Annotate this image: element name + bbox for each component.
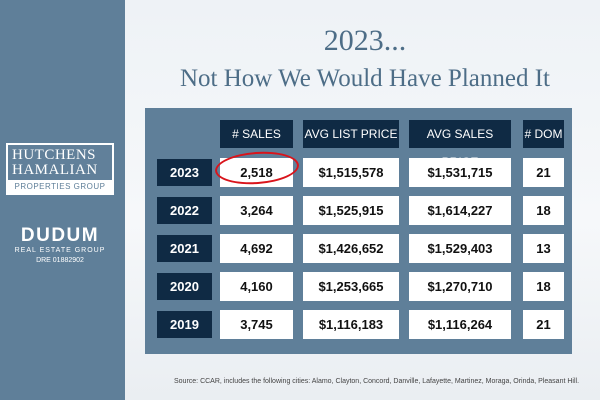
row-year: 2019 [157, 311, 212, 338]
row-avg-sales: $1,116,264 [409, 310, 511, 339]
row-sales: 4,692 [220, 234, 293, 263]
row-dom: 13 [523, 234, 564, 263]
row-year: 2021 [157, 235, 212, 262]
header-avg-list-price: AVG LIST PRICE [303, 120, 399, 148]
row-dom: 18 [523, 196, 564, 225]
row-avg-sales: $1,614,227 [409, 196, 511, 225]
dudum-subtitle: REAL ESTATE GROUP [14, 247, 106, 254]
row-avg-list: $1,116,183 [303, 310, 399, 339]
row-sales: 2,518 [220, 158, 293, 187]
row-year: 2022 [157, 197, 212, 224]
stats-table: # SALES AVG LIST PRICE AVG SALES PRICE #… [145, 108, 572, 354]
row-avg-sales: $1,270,710 [409, 272, 511, 301]
row-sales: 4,160 [220, 272, 293, 301]
logo-line-1: HUTCHENS [12, 147, 97, 163]
header-avg-sales-price: AVG SALES PRICE [409, 120, 511, 169]
row-avg-list: $1,426,652 [303, 234, 399, 263]
header-dom: # DOM [523, 120, 564, 148]
logo-band: PROPERTIES GROUP [8, 180, 112, 193]
row-avg-sales: $1,531,715 [409, 158, 511, 187]
dudum-logo: DUDUM REAL ESTATE GROUP DRE 01882902 [6, 225, 114, 265]
row-year: 2020 [157, 273, 212, 300]
row-year: 2023 [157, 159, 212, 186]
dudum-brand: DUDUM [20, 225, 100, 246]
slide-subtitle: Not How We Would Have Planned It [180, 65, 550, 92]
row-avg-list: $1,515,578 [303, 158, 399, 187]
hutchens-hamalian-logo: HUTCHENS HAMALIAN PROPERTIES GROUP [6, 143, 114, 195]
row-sales: 3,264 [220, 196, 293, 225]
row-dom: 18 [523, 272, 564, 301]
row-dom: 21 [523, 158, 564, 187]
row-avg-list: $1,253,665 [303, 272, 399, 301]
row-sales: 3,745 [220, 310, 293, 339]
header-sales: # SALES [220, 120, 293, 148]
row-avg-list: $1,525,915 [303, 196, 399, 225]
row-dom: 21 [523, 310, 564, 339]
slide-title: 2023... [323, 24, 407, 57]
row-avg-sales: $1,529,403 [409, 234, 511, 263]
source-note: Source: CCAR, includes the following cit… [174, 378, 580, 385]
logo-line-2: HAMALIAN [12, 162, 98, 178]
dre-number: DRE 01882902 [36, 257, 84, 264]
sidebar: HUTCHENS HAMALIAN PROPERTIES GROUP DUDUM… [0, 0, 125, 400]
